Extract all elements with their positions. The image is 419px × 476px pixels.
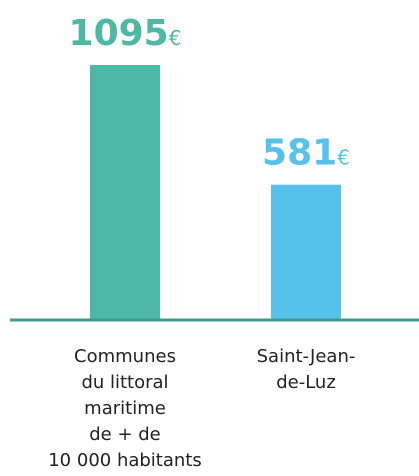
value-label: 1095€ [69,13,182,54]
value-label: 581€ [262,133,350,174]
value-unit: € [337,146,350,170]
value-unit: € [169,26,182,50]
category-label: Communes du littoral maritime de + de 10 000… [48,346,202,471]
value-number: 581 [262,133,337,174]
category-label: Saint-Jean-de-Luz [257,346,356,393]
value-number: 1095 [69,13,169,54]
bar [90,65,160,320]
bar [271,184,341,320]
